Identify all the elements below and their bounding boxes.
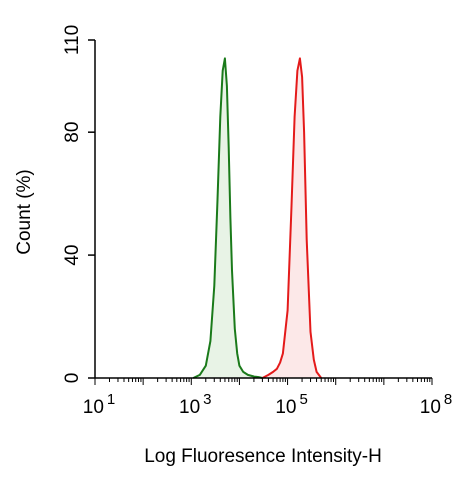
x-minor-ticks — [94, 378, 433, 385]
x-axis-ticks: 10 1 10 3 10 5 10 8 — [83, 391, 452, 418]
series-line-1 — [192, 57, 263, 379]
y-axis-ticks: 0 40 80 110 — [62, 25, 95, 383]
y-tick-label: 0 — [62, 373, 83, 384]
y-tick-label: 80 — [62, 122, 83, 143]
x-tick-label: 10 1 — [83, 391, 115, 418]
x-tick-label: 10 3 — [179, 391, 211, 418]
x-tick-label: 10 8 — [420, 391, 452, 418]
x-axis-label: Log Fluoresence Intensity-H — [144, 446, 382, 467]
x-tick-label: 10 5 — [275, 391, 307, 418]
series-line-2 — [261, 57, 322, 379]
y-tick-label: 110 — [62, 25, 83, 55]
plot-area — [94, 40, 432, 379]
y-axis-label: Count (%) — [14, 169, 35, 255]
y-tick-label: 40 — [62, 245, 83, 266]
series-fill-1 — [193, 58, 263, 379]
